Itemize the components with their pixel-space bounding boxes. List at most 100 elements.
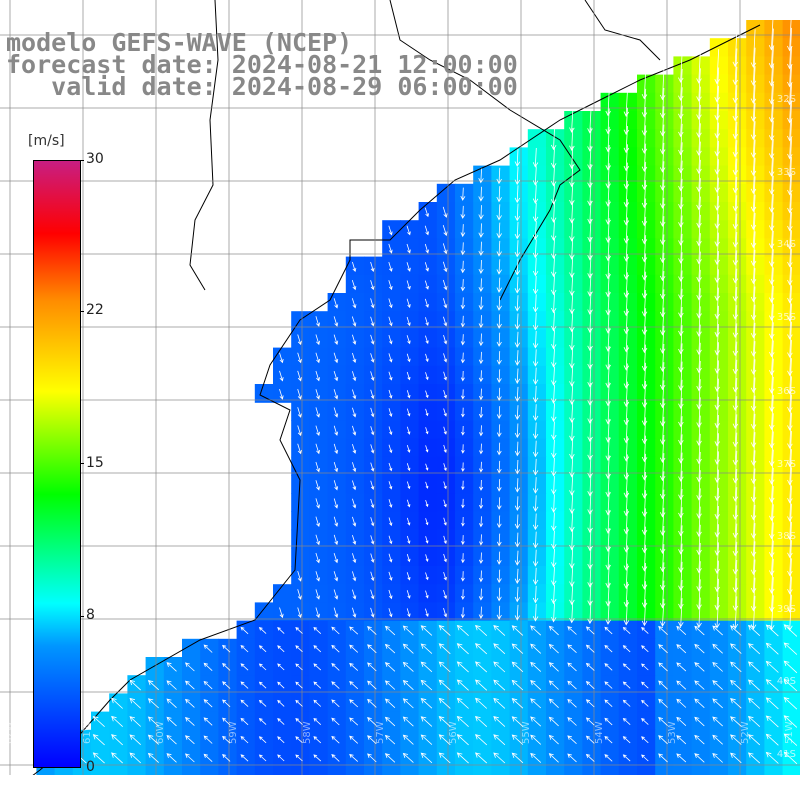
- wind-arrow: [406, 280, 411, 290]
- wind-cell: [364, 384, 383, 403]
- wind-cell: [345, 329, 365, 349]
- wind-arrow: [297, 589, 302, 600]
- wind-cell: [273, 584, 292, 603]
- wind-cell: [455, 511, 474, 531]
- wind-arrow: [532, 275, 539, 295]
- wind-arrow: [678, 123, 684, 156]
- wind-cell: [345, 293, 365, 312]
- wind-arrow: [623, 600, 630, 626]
- wind-arrow: [370, 334, 375, 345]
- wind-arrow: [277, 645, 285, 653]
- wind-arrow: [548, 716, 559, 727]
- wind-cell: [273, 638, 292, 658]
- wind-cell: [564, 748, 583, 767]
- wind-arrow: [460, 370, 465, 382]
- wind-cell: [709, 74, 729, 94]
- wind-arrow: [641, 362, 648, 390]
- wind-cell: [655, 220, 674, 239]
- wind-arrow: [605, 382, 611, 407]
- wind-arrow: [443, 499, 447, 508]
- wind-cell: [546, 256, 565, 276]
- wind-cell: [400, 748, 420, 767]
- wind-arrow: [442, 261, 448, 273]
- wind-arrow: [443, 334, 448, 345]
- wind-cell: [673, 693, 693, 713]
- wind-cell: [345, 402, 365, 421]
- wind-arrow: [747, 679, 761, 691]
- wind-cell: [709, 402, 729, 421]
- wind-arrow: [479, 425, 484, 437]
- wind-arrow: [641, 70, 648, 100]
- wind-cell: [582, 420, 602, 440]
- wind-arrow: [166, 680, 177, 690]
- wind-cell: [582, 329, 602, 349]
- wind-arrow: [714, 542, 720, 575]
- wind-cell: [364, 347, 383, 367]
- wind-arrow: [658, 680, 668, 690]
- wind-arrow: [496, 295, 502, 311]
- wind-arrow: [750, 559, 757, 594]
- wind-cell: [182, 748, 201, 767]
- wind-arrow: [641, 106, 648, 136]
- wind-cell: [345, 547, 365, 567]
- wind-cell: [582, 220, 602, 239]
- wind-cell: [491, 402, 511, 421]
- wind-arrow: [732, 176, 739, 212]
- wind-cell: [546, 511, 565, 531]
- wind-arrow: [333, 334, 339, 346]
- wind-arrow: [587, 310, 593, 334]
- wind-arrow: [750, 268, 757, 303]
- wind-cell: [709, 620, 729, 640]
- wind-arrow: [551, 512, 557, 532]
- wind-arrow: [732, 250, 739, 284]
- wind-cell: [691, 566, 711, 585]
- wind-arrow: [511, 643, 524, 654]
- wind-arrow: [765, 642, 779, 655]
- wind-arrow: [478, 168, 484, 184]
- wind-cell: [218, 638, 238, 658]
- wind-arrow: [659, 453, 666, 482]
- wind-arrow: [550, 165, 557, 187]
- wind-arrow: [769, 413, 775, 449]
- wind-arrow: [678, 488, 684, 519]
- wind-cell: [746, 111, 765, 130]
- wind-cell: [655, 92, 674, 112]
- wind-arrow: [402, 643, 414, 654]
- wind-cell: [764, 347, 784, 367]
- wind-arrow: [514, 478, 521, 493]
- wind-cell: [746, 493, 765, 512]
- wind-cell: [163, 693, 183, 713]
- wind-cell: [236, 711, 256, 731]
- wind-cell: [309, 402, 329, 421]
- wind-arrow: [388, 553, 393, 563]
- wind-cell: [291, 402, 310, 421]
- wind-arrow: [496, 406, 502, 420]
- wind-cell: [418, 402, 438, 421]
- wind-arrow: [532, 239, 539, 259]
- wind-arrow: [750, 541, 757, 576]
- wind-cell: [291, 729, 310, 749]
- wind-cell: [527, 638, 547, 658]
- wind-cell: [600, 311, 620, 330]
- wind-arrow: [732, 121, 739, 158]
- wind-arrow: [678, 233, 684, 264]
- wind-arrow: [714, 323, 720, 356]
- wind-arrow: [658, 716, 668, 726]
- wind-cell: [382, 620, 401, 640]
- wind-cell: [709, 220, 729, 239]
- wind-arrow: [166, 716, 177, 727]
- wind-arrow: [425, 536, 429, 544]
- wind-arrow: [623, 345, 630, 371]
- wind-arrow: [530, 752, 542, 763]
- wind-cell: [655, 274, 674, 294]
- wind-cell: [473, 202, 492, 221]
- wind-arrow: [474, 734, 488, 746]
- wind-arrow: [605, 600, 611, 625]
- wind-arrow: [240, 699, 249, 707]
- wind-arrow: [474, 715, 488, 727]
- wind-arrow: [166, 662, 177, 672]
- lon-label: 58W: [302, 721, 313, 744]
- wind-cell: [345, 620, 365, 640]
- wind-arrow: [315, 534, 320, 546]
- wind-arrow: [406, 572, 411, 581]
